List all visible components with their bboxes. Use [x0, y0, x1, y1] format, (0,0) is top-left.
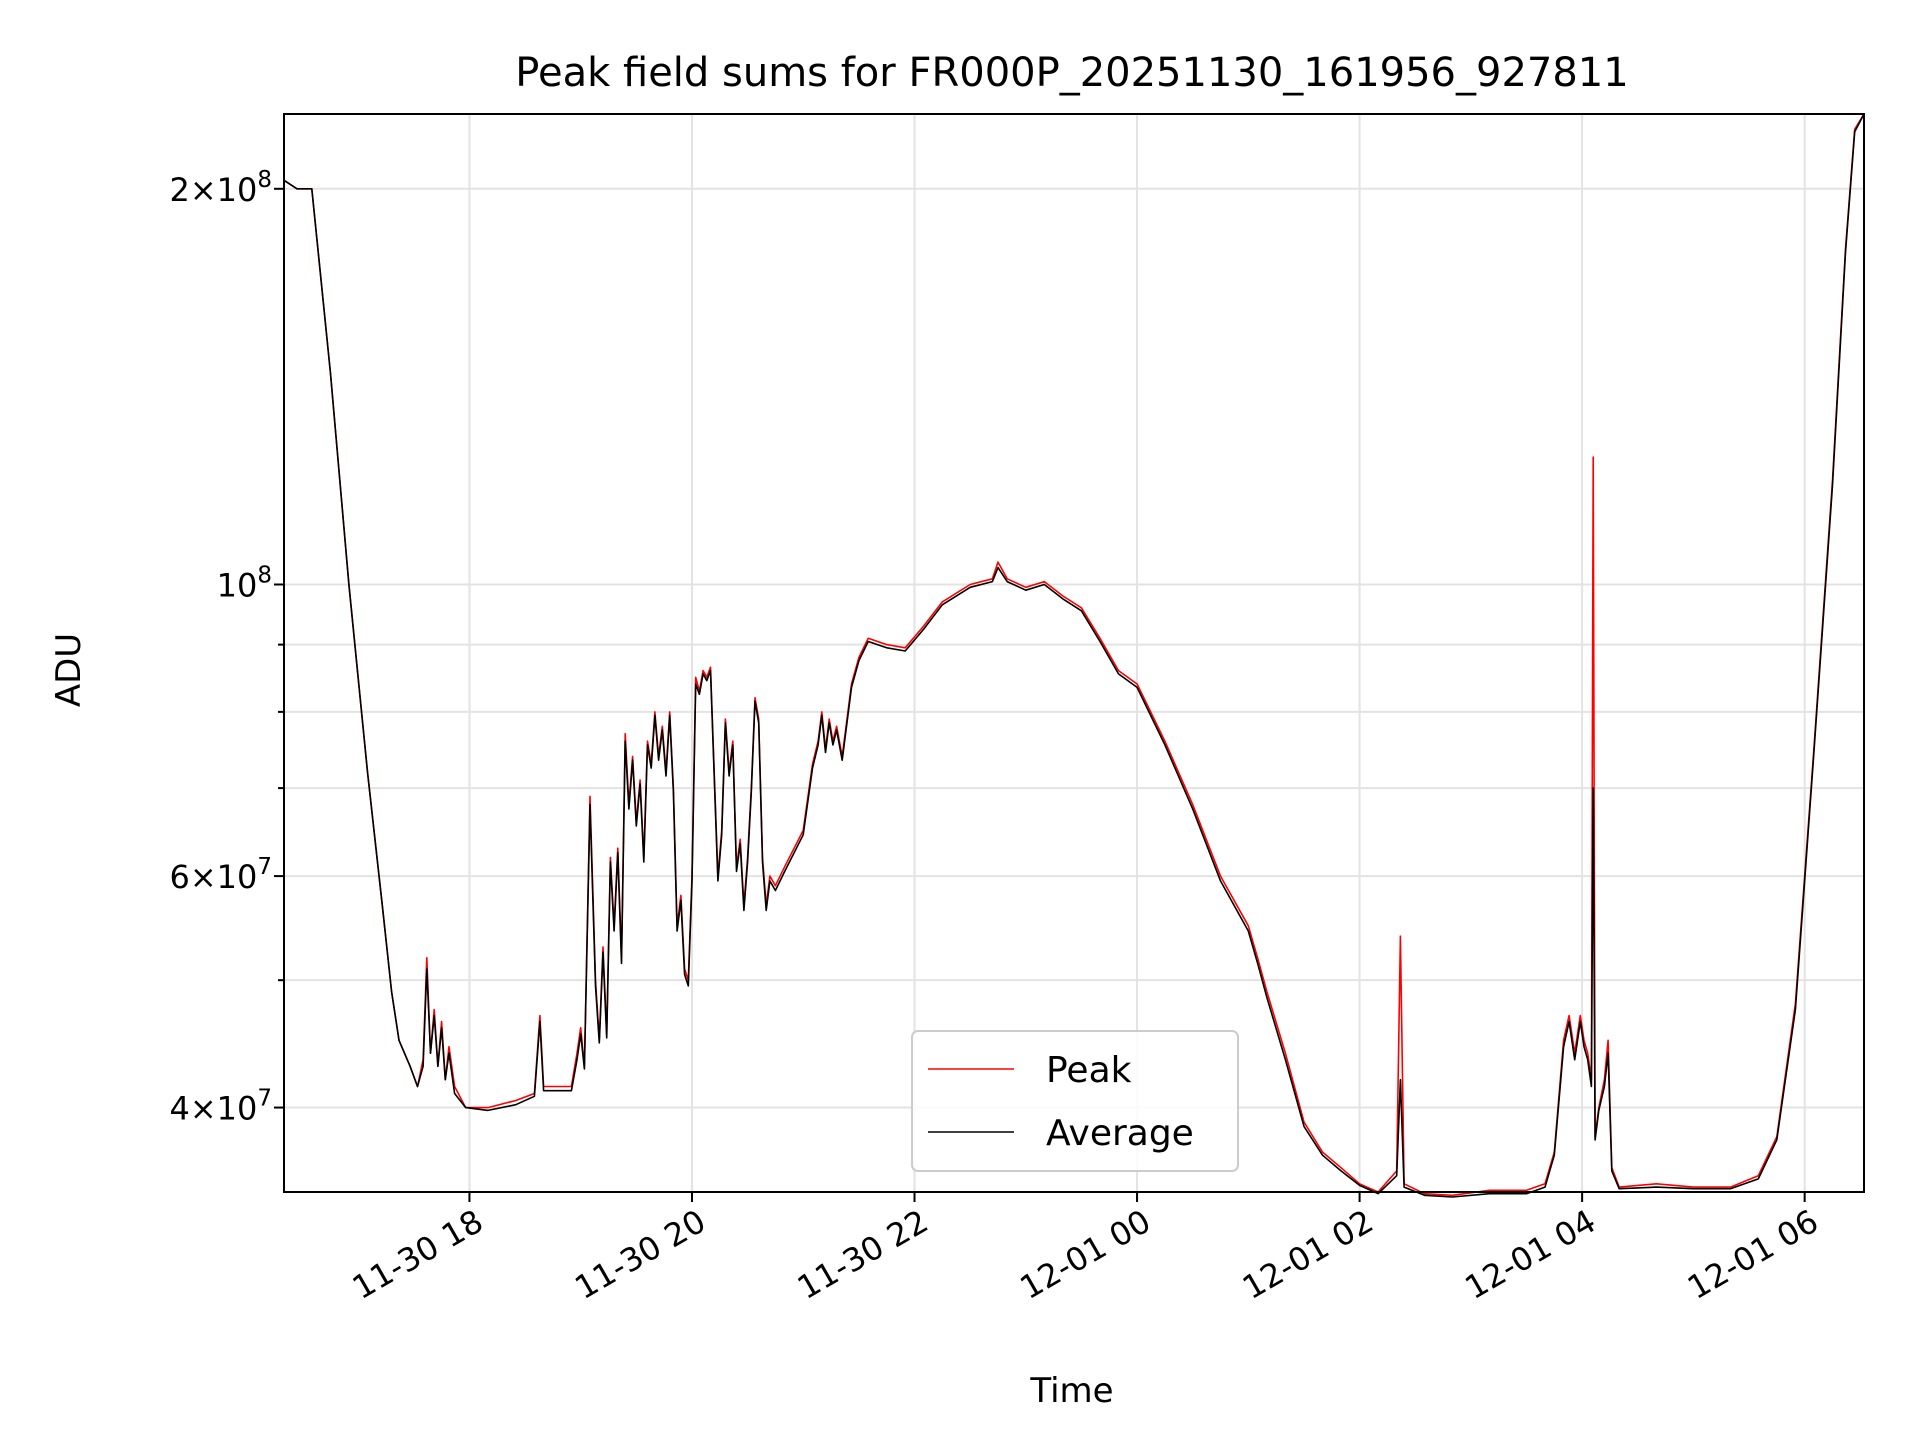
x-axis-label: Time [1029, 1371, 1113, 1411]
y-axis-label: ADU [49, 633, 89, 707]
legend-box [911, 1030, 1239, 1172]
y-tick-label: 6×107 [169, 854, 272, 896]
series-line-average [283, 113, 1865, 1198]
legend: Peak Average [911, 1030, 1239, 1172]
y-tick-label: 2×108 [169, 167, 272, 209]
legend-label-average: Average [1046, 1113, 1194, 1154]
plot-lines [283, 113, 1865, 1198]
legend-label-peak: Peak [1046, 1050, 1132, 1091]
y-tick-label: 4×107 [169, 1086, 272, 1128]
chart-title: Peak field sums for FR000P_20251130_1619… [515, 50, 1628, 96]
y-tick-label: 108 [217, 562, 272, 604]
axis-ticks [274, 187, 1806, 1202]
grid [284, 114, 1864, 1192]
axes-frame [283, 113, 1865, 1193]
